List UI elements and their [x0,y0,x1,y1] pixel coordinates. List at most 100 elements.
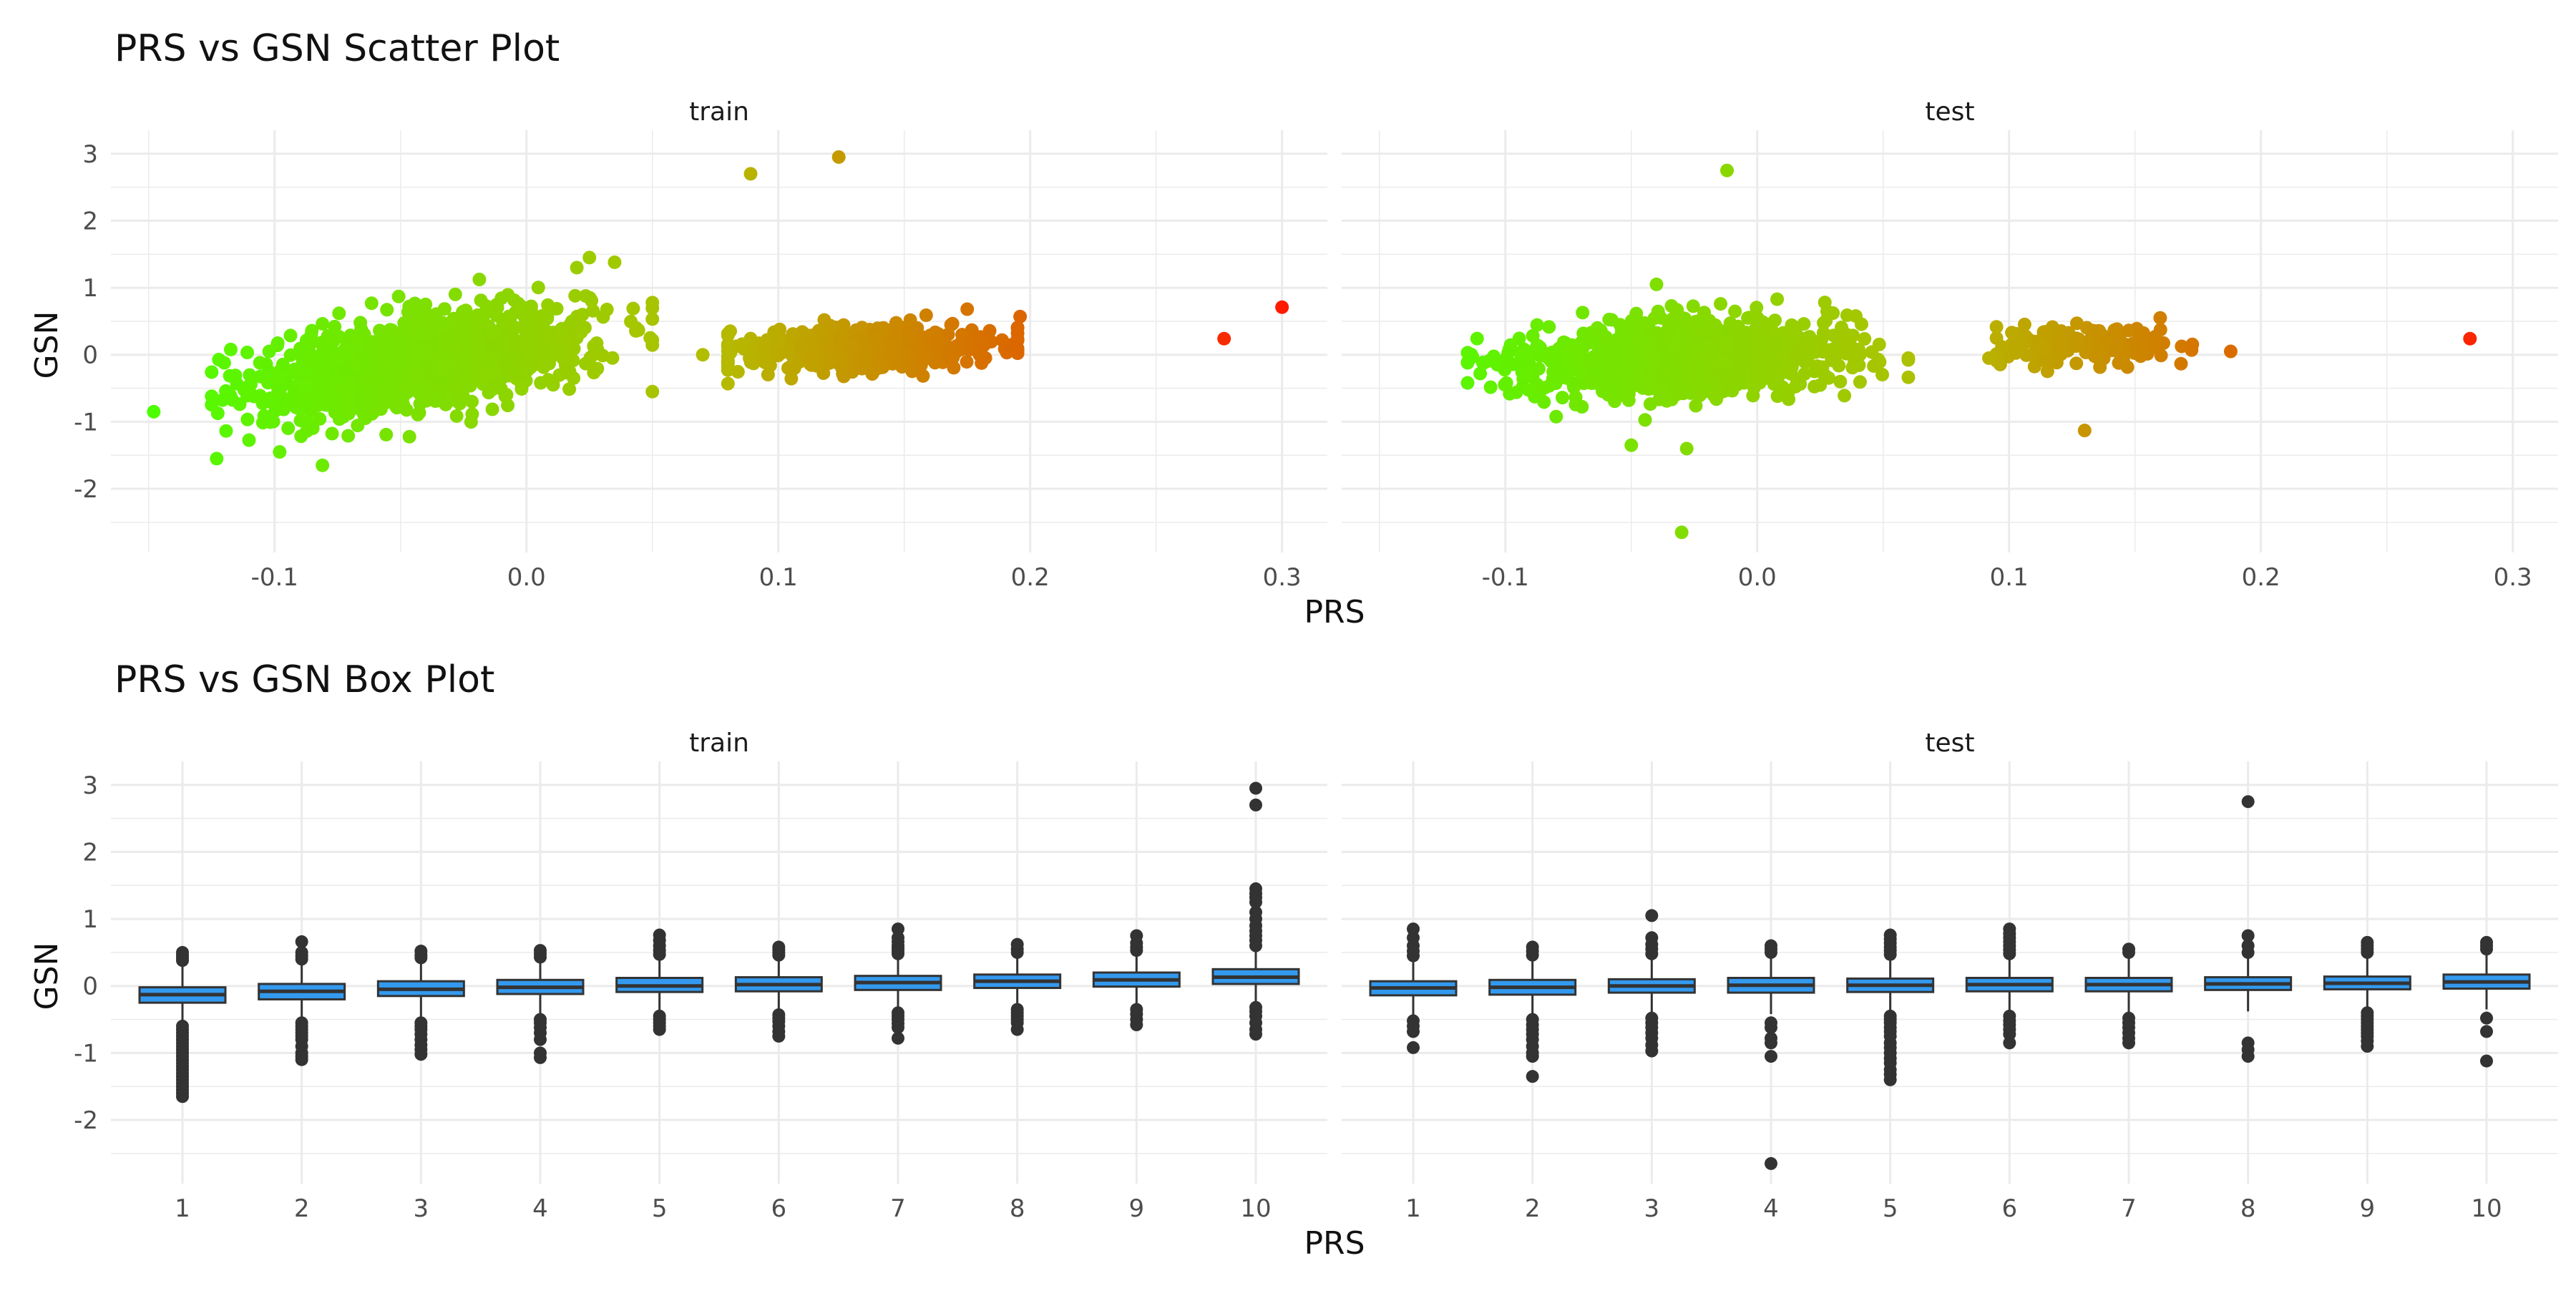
scatter-point [228,369,243,383]
scatter-point [375,389,389,403]
scatter-x-tick-label: 0.2 [1011,563,1050,592]
scatter-point [721,376,735,391]
scatter-point [1761,317,1775,331]
scatter-point [1740,331,1754,346]
box-outlier [1883,1073,1897,1086]
scatter-point [332,399,346,413]
box-y-tick-label: 2 [82,838,98,867]
scatter-point [240,346,255,360]
scatter-point [362,392,376,406]
scatter-point [1754,359,1768,373]
scatter-y-axis-title: GSN [29,311,65,379]
scatter-point [1614,369,1629,383]
scatter-title: PRS vs GSN Scatter Plot [114,27,560,70]
box-outlier [534,1051,547,1064]
box-outlier [2122,942,2135,956]
scatter-point [316,458,330,472]
scatter-point [578,356,592,371]
scatter-point [389,326,403,340]
scatter-point [318,394,332,408]
scatter-point [2069,339,2083,354]
scatter-point [283,328,298,343]
scatter-point [272,369,286,383]
scatter-point [2017,317,2031,331]
scatter-point [568,288,582,303]
scatter-point [1741,343,1755,357]
scatter-point [1521,383,1536,397]
scatter-point [449,409,464,423]
box-outlier [2480,1054,2493,1068]
scatter-point [244,387,258,401]
box-outlier [2003,922,2016,936]
scatter-point [889,316,903,330]
scatter-point [796,326,811,341]
scatter-point [586,303,600,318]
scatter-point [2038,343,2052,357]
box-outlier [534,944,547,958]
scatter-point [629,321,643,335]
scatter-point [462,355,477,369]
scatter-point [557,344,571,358]
box-outlier [414,1048,428,1061]
scatter-y-tick-label: 1 [82,274,98,303]
scatter-point [1519,366,1533,380]
box-outlier [1249,905,1262,919]
box-outlier [534,1033,547,1046]
scatter-point [365,374,379,388]
scatter-point [1542,379,1556,393]
scatter-point [408,304,422,318]
box-outlier [295,1053,308,1066]
scatter-point [303,337,318,351]
scatter-point [643,331,658,345]
box-x-tick-label: 1 [1405,1194,1421,1223]
scatter-point [822,340,836,354]
scatter-point [215,393,230,407]
scatter-point [1275,300,1289,314]
box-outlier [1765,1020,1777,1034]
scatter-point [1576,306,1590,320]
scatter-point [1627,373,1641,387]
scatter-point [1782,392,1796,406]
scatter-point [541,373,555,387]
scatter-point [276,402,291,416]
scatter-point [1720,376,1735,390]
scatter-point [1858,332,1872,346]
scatter-point [523,308,537,322]
scatter-point [447,338,462,353]
scatter-point [273,445,287,459]
box-outlier [1645,931,1659,945]
scatter-point [2137,329,2152,344]
scatter-point [1827,328,1841,343]
scatter-test-x-tick-labels: -0.1 0.0 0.1 0.2 0.3 [1482,563,2532,592]
scatter-point [1712,366,1727,380]
scatter-point [1875,367,1890,381]
scatter-point [867,333,881,347]
scatter-point [1807,364,1822,379]
scatter-point [2069,356,2084,371]
box-outlier [1249,882,1262,895]
box-outlier [2480,1011,2493,1025]
box-x-tick-label: 2 [1525,1194,1541,1223]
scatter-point [1770,389,1785,404]
box-x-tick-label: 5 [1883,1194,1898,1223]
scatter-point [1817,316,1831,330]
scatter-point [1841,346,1855,361]
scatter-point [1654,374,1669,388]
scatter-point [783,335,797,349]
box-facet-label-train: train [689,729,749,758]
scatter-point [1604,349,1619,364]
box-x-tick-label: 6 [2002,1194,2018,1223]
scatter-point [1625,359,1639,374]
scatter-point [1709,392,1724,406]
box-x-tick-label: 5 [652,1194,668,1223]
scatter-point [1743,355,1757,369]
scatter-point [412,406,426,420]
scatter-point [1531,361,1546,376]
box-outlier [653,928,666,942]
scatter-point [394,337,408,351]
scatter-point [306,421,320,435]
box-y-tick-labels: -2 -1 0 1 2 3 [74,771,98,1135]
scatter-point [960,355,974,369]
scatter-point [1776,357,1790,371]
